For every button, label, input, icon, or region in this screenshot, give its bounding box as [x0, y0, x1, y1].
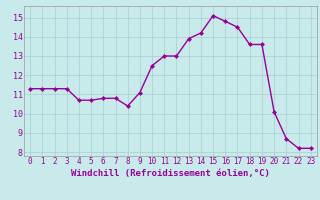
X-axis label: Windchill (Refroidissement éolien,°C): Windchill (Refroidissement éolien,°C) — [71, 169, 270, 178]
